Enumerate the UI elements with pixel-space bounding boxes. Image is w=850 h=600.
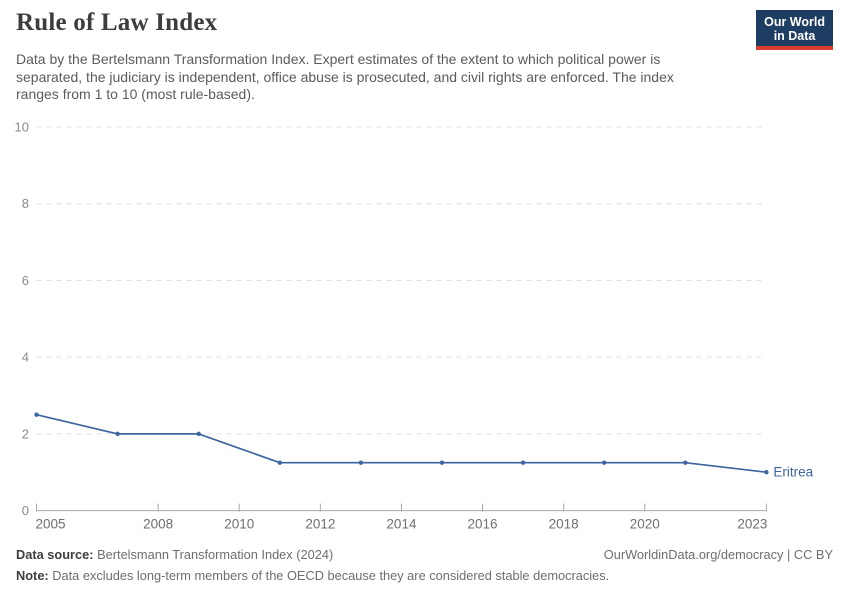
x-axis-tick-label: 2005 [36, 517, 66, 532]
series-end-label[interactable]: Eritrea [773, 465, 813, 480]
y-axis-tick-label: 0 [22, 503, 29, 518]
data-source-label: Data source: [16, 547, 94, 562]
note-value: Data excludes long-term members of the O… [52, 568, 610, 583]
y-axis-tick-label: 6 [22, 273, 29, 288]
data-point-marker[interactable] [602, 460, 607, 465]
y-axis-tick-label: 8 [22, 196, 29, 211]
y-axis-tick-label: 2 [22, 426, 29, 441]
x-axis-tick-label: 2008 [143, 517, 173, 532]
data-point-marker[interactable] [115, 431, 120, 437]
x-axis-tick-label: 2023 [737, 517, 767, 532]
data-point-marker[interactable] [196, 431, 201, 437]
chart-title: Rule of Law Index [16, 9, 218, 36]
x-axis-tick-label: 2014 [386, 517, 417, 532]
note-label: Note: [16, 568, 49, 583]
x-axis-tick-label: 2016 [468, 517, 498, 532]
series-line[interactable] [35, 413, 768, 474]
owid-logo-line2: in Data [773, 29, 816, 43]
chart-subtitle: Data by the Bertelsmann Transformation I… [16, 51, 674, 103]
line-chart[interactable]: 0 2 4 6 8 10 2005 2008 2010 2012 2014 2016 2018 2020 2… [0, 95, 850, 540]
data-source-line: Data source: Bertelsmann Transformation … [16, 547, 333, 563]
x-axis-tick-label: 2012 [305, 517, 335, 532]
data-point-marker[interactable] [520, 460, 526, 465]
data-point-marker[interactable] [764, 470, 769, 475]
chart-footer: Data source: Bertelsmann Transformation … [16, 547, 833, 584]
note-line: Note: Data excludes long-term members of… [16, 568, 833, 584]
x-axis-tick-label: 2010 [224, 517, 254, 532]
data-point-marker[interactable] [439, 460, 445, 465]
x-axis-tick-label: 2020 [630, 517, 660, 532]
data-source-value: Bertelsmann Transformation Index (2024) [97, 547, 334, 562]
license-link[interactable]: OurWorldinData.org/democracy | CC BY [603, 547, 833, 562]
y-axis-tick-label: 10 [15, 120, 29, 135]
y-axis-tick-label: 4 [22, 350, 29, 365]
data-point-marker[interactable] [277, 460, 282, 465]
data-point-marker[interactable] [683, 460, 688, 465]
owid-logo[interactable]: Our World in Data [756, 10, 833, 50]
data-point-marker[interactable] [34, 412, 39, 417]
line-chart-svg: 0 2 4 6 8 10 2005 2008 2010 2012 2014 2016 2018 2020 2… [15, 120, 814, 532]
data-point-marker[interactable] [358, 460, 364, 465]
owid-logo-line1: Our World [764, 15, 825, 29]
x-axis-tick-label: 2018 [549, 517, 579, 532]
